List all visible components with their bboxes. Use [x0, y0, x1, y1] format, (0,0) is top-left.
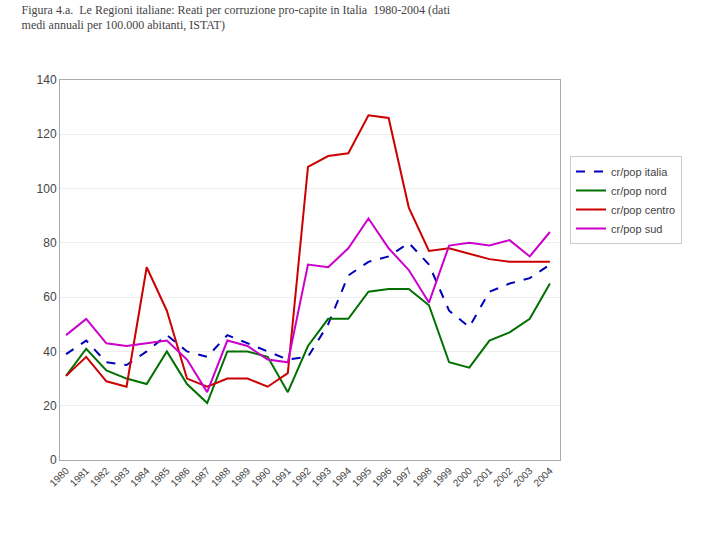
- svg-text:1991: 1991: [269, 465, 293, 489]
- svg-text:1982: 1982: [88, 465, 112, 489]
- svg-text:1984: 1984: [128, 465, 152, 489]
- svg-text:cr/pop centro: cr/pop centro: [611, 204, 675, 216]
- svg-text:1999: 1999: [431, 465, 455, 489]
- svg-text:120: 120: [37, 127, 57, 141]
- svg-text:1994: 1994: [330, 465, 354, 489]
- svg-text:1992: 1992: [289, 465, 313, 489]
- svg-text:cr/pop italia: cr/pop italia: [611, 166, 668, 178]
- svg-text:140: 140: [37, 73, 57, 87]
- svg-text:cr/pop nord: cr/pop nord: [611, 185, 667, 197]
- svg-text:1988: 1988: [209, 465, 233, 489]
- svg-text:2002: 2002: [491, 465, 515, 489]
- svg-text:1983: 1983: [108, 465, 132, 489]
- svg-text:1981: 1981: [68, 465, 92, 489]
- svg-text:1998: 1998: [410, 465, 434, 489]
- svg-text:2004: 2004: [531, 465, 555, 489]
- svg-text:2000: 2000: [451, 465, 475, 489]
- svg-text:1989: 1989: [229, 465, 253, 489]
- svg-text:40: 40: [43, 345, 57, 359]
- svg-text:2003: 2003: [511, 465, 535, 489]
- svg-text:cr/pop sud: cr/pop sud: [611, 223, 662, 235]
- svg-text:1987: 1987: [189, 465, 213, 489]
- svg-text:1993: 1993: [310, 465, 334, 489]
- svg-text:1980: 1980: [47, 465, 71, 489]
- svg-text:1997: 1997: [390, 465, 414, 489]
- svg-text:Figura 4.a. Le Regioni italia: Figura 4.a. Le Regioni italiane: Reati p…: [22, 3, 451, 33]
- svg-text:0: 0: [50, 453, 57, 467]
- svg-text:100: 100: [37, 182, 57, 196]
- svg-text:1986: 1986: [168, 465, 192, 489]
- svg-text:1995: 1995: [350, 465, 374, 489]
- svg-text:1990: 1990: [249, 465, 273, 489]
- svg-text:80: 80: [43, 236, 57, 250]
- svg-text:20: 20: [43, 399, 57, 413]
- svg-text:1985: 1985: [148, 465, 172, 489]
- svg-text:2001: 2001: [471, 465, 495, 489]
- svg-text:1996: 1996: [370, 465, 394, 489]
- svg-text:60: 60: [43, 290, 57, 304]
